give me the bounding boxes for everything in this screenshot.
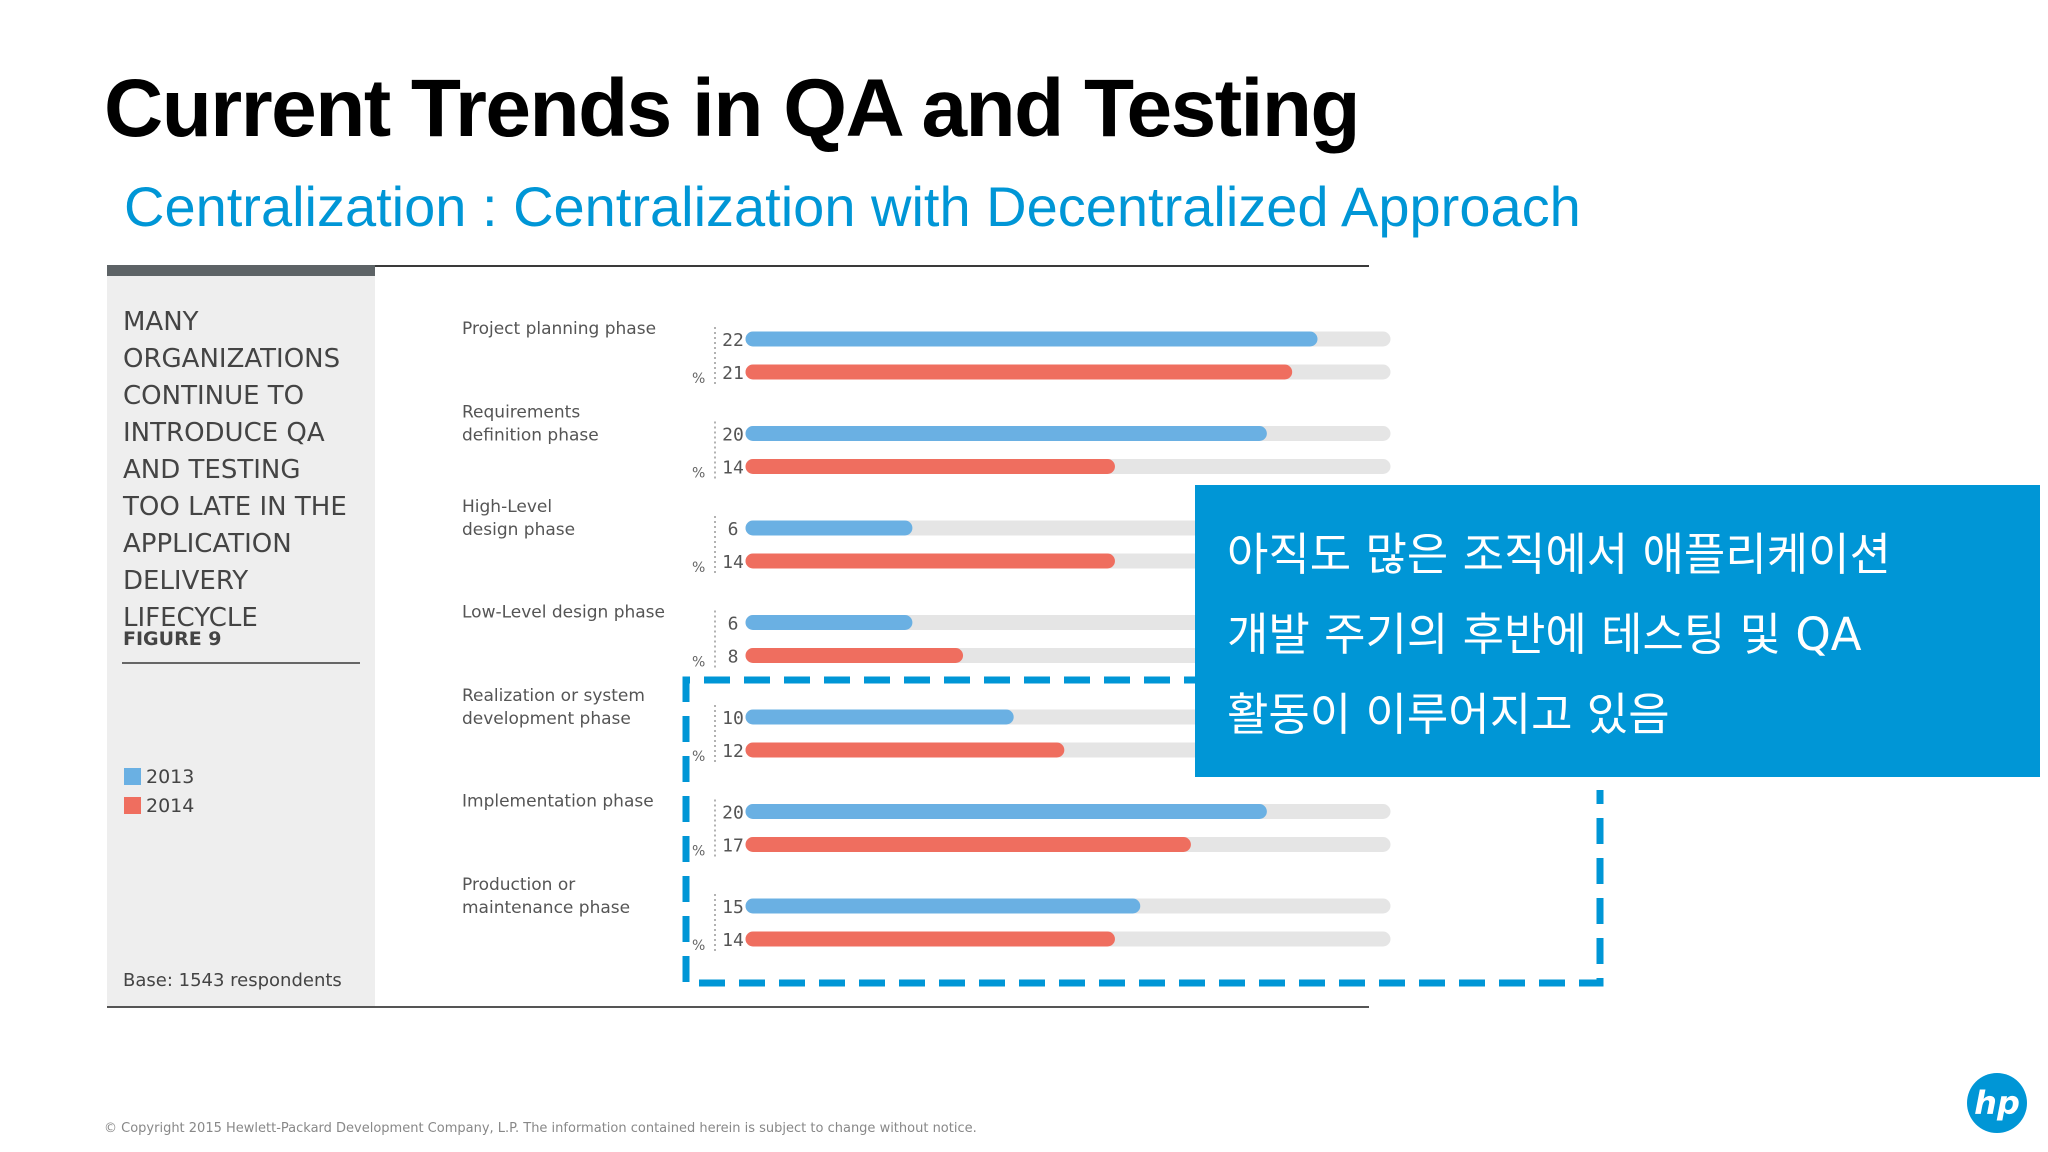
unit-label: % — [692, 655, 705, 671]
callout-box: 아직도 많은 조직에서 애플리케이션 개발 주기의 후반에 테스팅 및 QA 활… — [1195, 485, 2040, 777]
base-note: Base: 1543 respondents — [123, 970, 342, 991]
category-label: Low-Level design phase — [462, 603, 665, 623]
unit-label: % — [692, 371, 705, 387]
unit-label: % — [692, 749, 705, 765]
legend-label-2014: 2014 — [146, 794, 195, 817]
figure-bottom-rule — [107, 1006, 1369, 1008]
unit-label: % — [692, 466, 705, 482]
value-label: 14 — [722, 458, 744, 479]
legend-swatch-2014 — [124, 797, 141, 814]
value-label: 20 — [722, 425, 744, 446]
legend-item-2014: 2014 — [124, 794, 195, 817]
value-label: 12 — [722, 741, 744, 762]
category-label: Implementation phase — [462, 792, 654, 812]
figure-label-rule — [122, 662, 360, 664]
category-label: Production or — [462, 875, 575, 895]
callout-text: 아직도 많은 조직에서 애플리케이션 개발 주기의 후반에 테스팅 및 QA 활… — [1227, 528, 1891, 741]
figure-heading: MANY ORGANIZATIONS CONTINUE TO INTRODUCE… — [123, 307, 347, 633]
figure-sidebar: MANY ORGANIZATIONS CONTINUE TO INTRODUCE… — [107, 265, 375, 1006]
value-label: 17 — [722, 836, 744, 857]
unit-label: % — [692, 560, 705, 576]
legend-label-2013: 2013 — [146, 765, 195, 788]
hp-logo-icon: hp — [1967, 1073, 2027, 1133]
value-label: 10 — [722, 708, 744, 729]
value-label: 15 — [722, 897, 744, 918]
legend-item-2013: 2013 — [124, 765, 195, 788]
value-label: 6 — [728, 519, 739, 540]
value-label: 14 — [722, 552, 744, 573]
value-label: 21 — [722, 363, 744, 384]
slide-subtitle: Centralization : Centralization with Dec… — [124, 175, 1581, 238]
legend-swatch-2013 — [124, 768, 141, 785]
svg-text:hp: hp — [1974, 1084, 2020, 1122]
category-label: Realization or system — [462, 686, 645, 706]
unit-label: % — [692, 938, 705, 954]
category-label: development phase — [462, 709, 631, 729]
category-label: High-Level — [462, 497, 552, 517]
value-label: 22 — [722, 330, 744, 351]
value-label: 14 — [722, 930, 744, 951]
value-label: 8 — [728, 647, 739, 668]
category-label: Requirements — [462, 403, 580, 423]
category-label: Project planning phase — [462, 319, 656, 339]
value-label: 20 — [722, 803, 744, 824]
figure-label: FIGURE 9 — [123, 628, 222, 650]
unit-label: % — [692, 844, 705, 860]
chart-legend: 2013 2014 — [124, 766, 194, 824]
highlight-dashed-box — [682, 676, 1604, 987]
value-label: 6 — [728, 614, 739, 635]
figure-top-rule — [107, 265, 1369, 267]
copyright-notice: © Copyright 2015 Hewlett-Packard Develop… — [104, 1121, 977, 1136]
category-label: design phase — [462, 520, 575, 540]
category-label: definition phase — [462, 426, 599, 446]
slide-title: Current Trends in QA and Testing — [104, 63, 1361, 154]
category-label: maintenance phase — [462, 898, 630, 918]
